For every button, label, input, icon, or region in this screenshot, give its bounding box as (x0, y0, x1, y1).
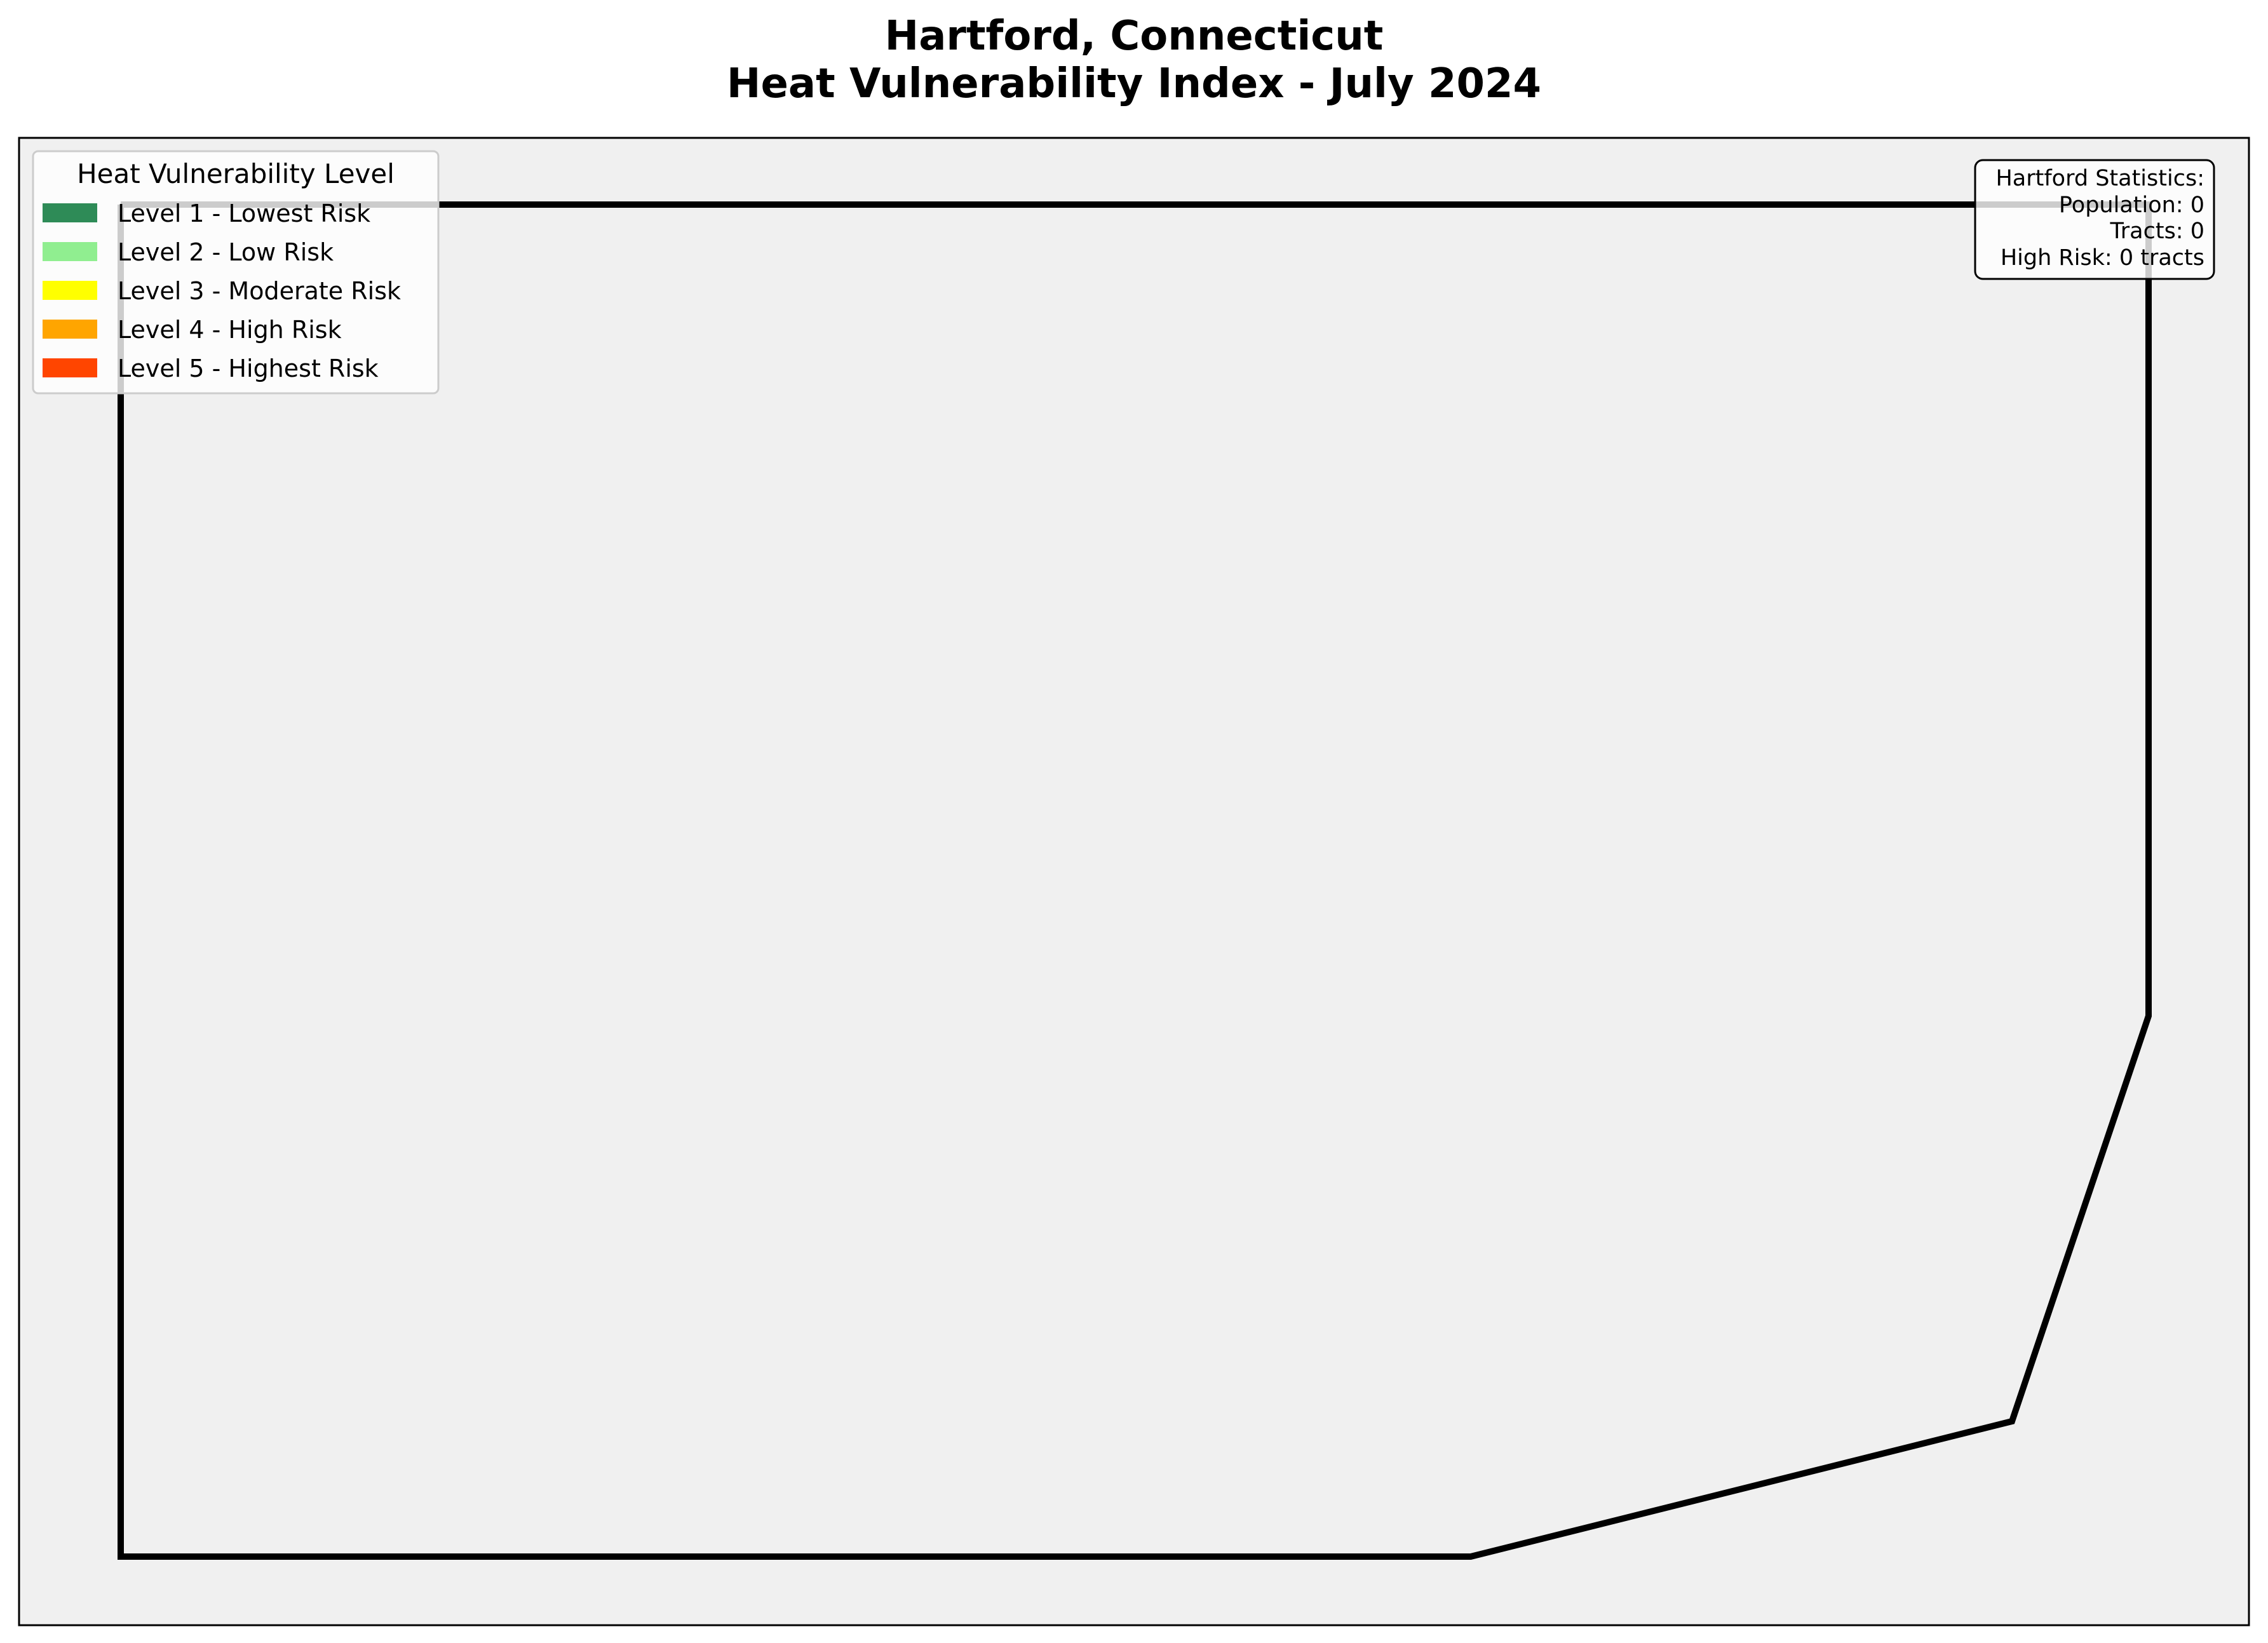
statistics-box-frame (1974, 159, 2215, 280)
legend-label-level-5: Level 5 - Highest Risk (118, 355, 379, 382)
legend-title: Heat Vulnerability Level (77, 158, 395, 189)
legend-swatch-level-4 (43, 320, 97, 339)
legend-label-level-3: Level 3 - Moderate Risk (118, 277, 401, 305)
legend-swatch-level-2 (43, 242, 97, 261)
statistics-box: Hartford Statistics: Population: 0 Tract… (1974, 159, 2215, 280)
legend-swatch-level-3 (43, 281, 97, 300)
legend: Heat Vulnerability Level Level 1 - Lowes… (32, 150, 440, 395)
statistics-population: Population: 0 (2059, 193, 2204, 218)
legend-label-level-2: Level 2 - Low Risk (118, 238, 334, 266)
legend-label-level-1: Level 1 - Lowest Risk (118, 199, 370, 227)
statistics-high-risk: High Risk: 0 tracts (2001, 245, 2204, 271)
legend-swatch-level-1 (43, 203, 97, 222)
legend-label-level-4: Level 4 - High Risk (118, 316, 342, 344)
map-title-line-2: Heat Vulnerability Index - July 2024 (727, 60, 1541, 107)
legend-swatch-level-5 (43, 358, 97, 377)
statistics-heading: Hartford Statistics: (1995, 166, 2204, 191)
legend-box (32, 150, 440, 395)
statistics-tracts: Tracts: 0 (2110, 219, 2204, 244)
map-title-line-1: Hartford, Connecticut (885, 13, 1384, 60)
